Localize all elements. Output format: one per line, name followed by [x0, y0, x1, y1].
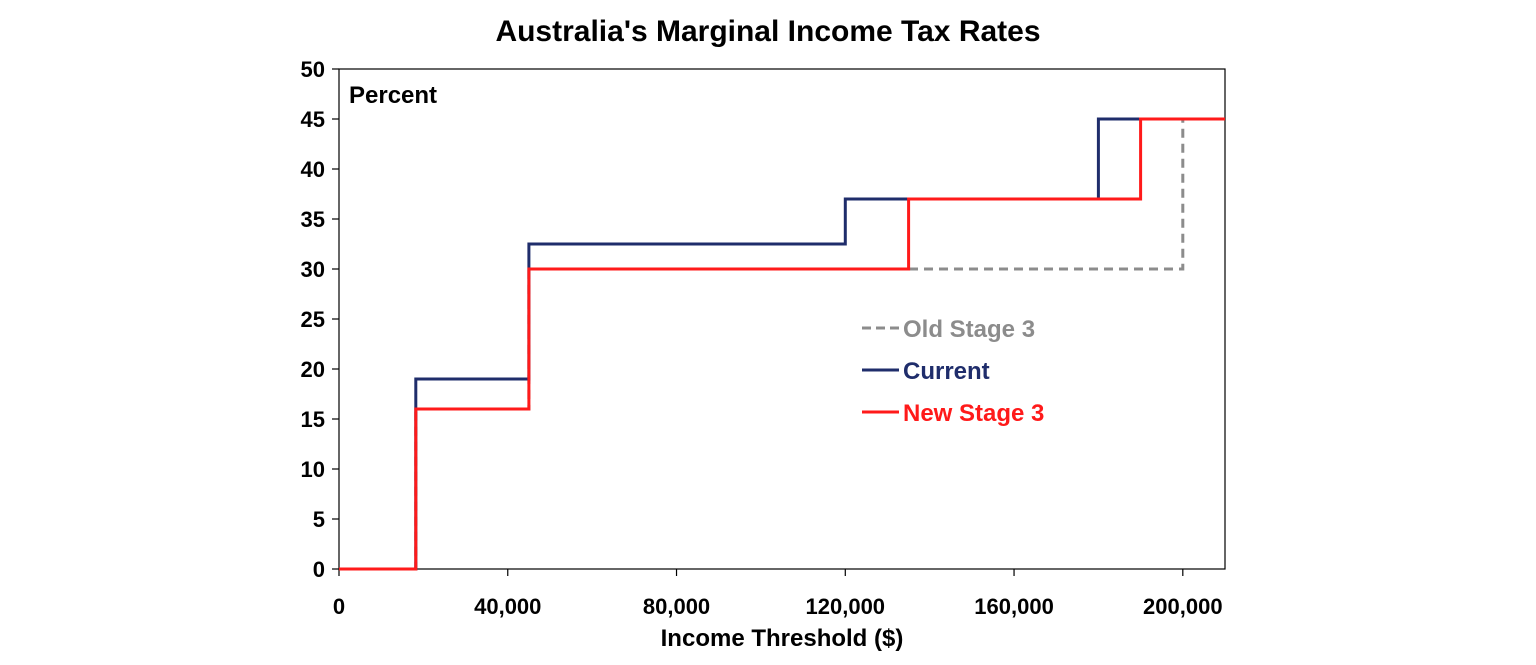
legend: Old Stage 3 Current New Stage 3 — [862, 316, 1044, 427]
y-tick-label: 0 — [313, 557, 325, 582]
legend-label: Old Stage 3 — [903, 316, 1035, 343]
series-line-old-stage-3 — [339, 117, 1225, 571]
y-unit-label: Percent — [349, 82, 437, 109]
y-tick-label: 35 — [301, 207, 325, 232]
y-tick-label: 40 — [301, 157, 325, 182]
y-tick-label: 5 — [313, 507, 325, 532]
x-axis-ticks: 0 40,000 80,000 120,000 160,000 200,000 — [333, 569, 1223, 619]
legend-label: Current — [903, 358, 990, 385]
x-axis-label: Income Threshold ($) — [661, 625, 904, 652]
x-tick-label: 200,000 — [1143, 594, 1223, 619]
y-tick-label: 50 — [301, 57, 325, 82]
y-tick-label: 20 — [301, 357, 325, 382]
series-lines — [339, 117, 1225, 571]
y-tick-label: 45 — [301, 107, 325, 132]
x-tick-label: 0 — [333, 594, 345, 619]
series-line-new-stage-3 — [339, 117, 1225, 571]
y-tick-label: 30 — [301, 257, 325, 282]
x-tick-label: 80,000 — [643, 594, 710, 619]
series-line-current — [339, 117, 1225, 571]
y-tick-label: 10 — [301, 457, 325, 482]
chart-title: Australia's Marginal Income Tax Rates — [495, 15, 1040, 48]
x-tick-label: 120,000 — [806, 594, 886, 619]
y-tick-label: 25 — [301, 307, 325, 332]
x-tick-label: 160,000 — [974, 594, 1054, 619]
x-tick-label: 40,000 — [474, 594, 541, 619]
y-tick-label: 15 — [301, 407, 325, 432]
y-axis-ticks: 0 5 10 15 20 25 30 35 40 45 50 — [301, 57, 339, 582]
plot-frame — [338, 68, 1226, 570]
legend-label: New Stage 3 — [903, 400, 1044, 427]
